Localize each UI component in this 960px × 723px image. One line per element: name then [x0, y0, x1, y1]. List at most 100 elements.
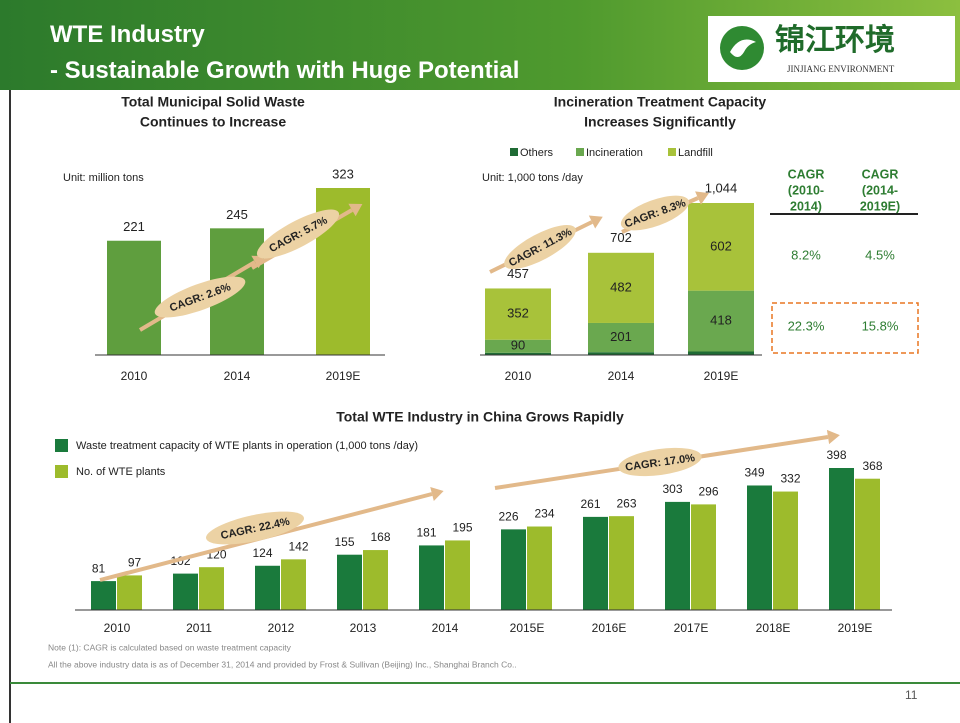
- value-label: 296: [698, 485, 718, 499]
- bar-segment: [485, 352, 551, 355]
- segment-label: 201: [610, 329, 632, 344]
- bar: [91, 581, 116, 610]
- cagr-badge: CAGR: 11.3%: [504, 224, 576, 270]
- x-tick-label: 2013: [350, 621, 377, 635]
- bar: [691, 504, 716, 610]
- x-tick-label: 2014: [608, 369, 635, 383]
- header-title: WTE Industry: [50, 21, 205, 48]
- table-cell: 15.8%: [862, 318, 899, 333]
- legend-label: Incineration: [586, 147, 643, 159]
- bar-segment: [485, 288, 551, 340]
- x-tick-label: 2018E: [756, 621, 791, 635]
- value-label: 234: [534, 507, 554, 521]
- value-label: 303: [662, 482, 682, 496]
- bar-segment: [588, 322, 654, 353]
- value-label: 332: [780, 472, 800, 486]
- bar: [829, 468, 854, 610]
- value-label: 245: [226, 207, 248, 222]
- legend-label: Waste treatment capacity of WTE plants i…: [76, 440, 418, 452]
- chart-title: Total Municipal Solid Waste: [121, 94, 305, 110]
- badge-ellipse: [504, 224, 576, 270]
- arrow-head: [695, 191, 709, 205]
- bar-segment: [588, 352, 654, 355]
- bar: [107, 240, 161, 355]
- value-label: 368: [862, 459, 882, 473]
- value-label: 181: [416, 526, 436, 540]
- chart-title: Total WTE Industry in China Grows Rapidl…: [336, 409, 624, 425]
- cagr-badge: CAGR: 17.0%: [618, 447, 702, 477]
- segment-label: 602: [710, 238, 732, 253]
- x-tick-label: 2010: [121, 369, 148, 383]
- table-header: (2014-: [862, 183, 898, 197]
- table-cell: 22.3%: [788, 318, 825, 333]
- value-label: 81: [92, 561, 106, 575]
- value-label: 195: [452, 521, 472, 535]
- value-label: 349: [744, 466, 764, 480]
- bar: [665, 501, 690, 610]
- x-tick-label: 2019E: [326, 369, 361, 383]
- segment-label: 90: [511, 338, 525, 353]
- page-number: 11: [905, 688, 918, 702]
- table-header: 2014): [790, 199, 822, 213]
- legend-label: Others: [520, 147, 554, 159]
- chart-title: Increases Significantly: [584, 114, 736, 130]
- legend-label: No. of WTE plants: [76, 466, 166, 478]
- bar: [281, 559, 306, 610]
- x-tick-label: 2014: [224, 369, 251, 383]
- chart-title: Continues to Increase: [140, 114, 286, 130]
- x-tick-label: 2019E: [838, 621, 873, 635]
- x-tick-label: 2017E: [674, 621, 709, 635]
- value-label: 168: [370, 530, 390, 544]
- bar: [255, 565, 280, 610]
- segment-label: 352: [507, 306, 529, 321]
- bar-segment: [688, 290, 754, 352]
- value-label: 261: [580, 497, 600, 511]
- bar-segment: [688, 203, 754, 291]
- badge-ellipse: [620, 195, 690, 231]
- logo-subtext: JINJIANG ENVIRONMENT: [787, 64, 895, 74]
- bar: [501, 529, 526, 610]
- legend-label: Landfill: [678, 147, 713, 159]
- segment-label: 482: [610, 279, 632, 294]
- value-label: 142: [288, 540, 308, 554]
- chart-title: Incineration Treatment Capacity: [554, 94, 767, 110]
- x-tick-label: 2010: [104, 621, 131, 635]
- x-tick-label: 2012: [268, 621, 295, 635]
- bar: [747, 485, 772, 610]
- value-label: 398: [826, 448, 846, 462]
- value-label: 97: [128, 556, 142, 570]
- logo-swoosh: [730, 39, 756, 57]
- badge-ellipse: [206, 511, 304, 545]
- legend-swatch: [668, 148, 676, 156]
- note: All the above industry data is as of Dec…: [48, 659, 517, 669]
- bar: [445, 540, 470, 610]
- bar: [199, 567, 224, 610]
- bar-segment: [588, 252, 654, 323]
- table-header: (2010-: [788, 183, 824, 197]
- logo-text: 锦江环境: [775, 23, 895, 57]
- bar: [527, 526, 552, 610]
- x-tick-label: 2011: [186, 621, 212, 635]
- arrow-head: [251, 255, 266, 269]
- legend-swatch: [510, 148, 518, 156]
- table-header: CAGR: [862, 167, 899, 181]
- x-tick-label: 2016E: [592, 621, 627, 635]
- bar: [363, 550, 388, 610]
- bar-segment: [485, 339, 551, 353]
- bar: [773, 491, 798, 610]
- value-label: 124: [252, 546, 272, 560]
- legend-swatch: [55, 465, 68, 478]
- total-label: 1,044: [705, 180, 738, 195]
- bar: [419, 545, 444, 610]
- total-label: 702: [610, 230, 632, 245]
- arrow-head: [588, 215, 603, 229]
- badge-ellipse: [256, 209, 340, 259]
- bar: [173, 573, 198, 610]
- x-tick-label: 2015E: [510, 621, 545, 635]
- bar: [117, 575, 142, 610]
- value-label: 323: [332, 166, 354, 181]
- unit-label: Unit: million tons: [63, 172, 144, 184]
- bar: [855, 478, 880, 610]
- legend-swatch: [55, 439, 68, 452]
